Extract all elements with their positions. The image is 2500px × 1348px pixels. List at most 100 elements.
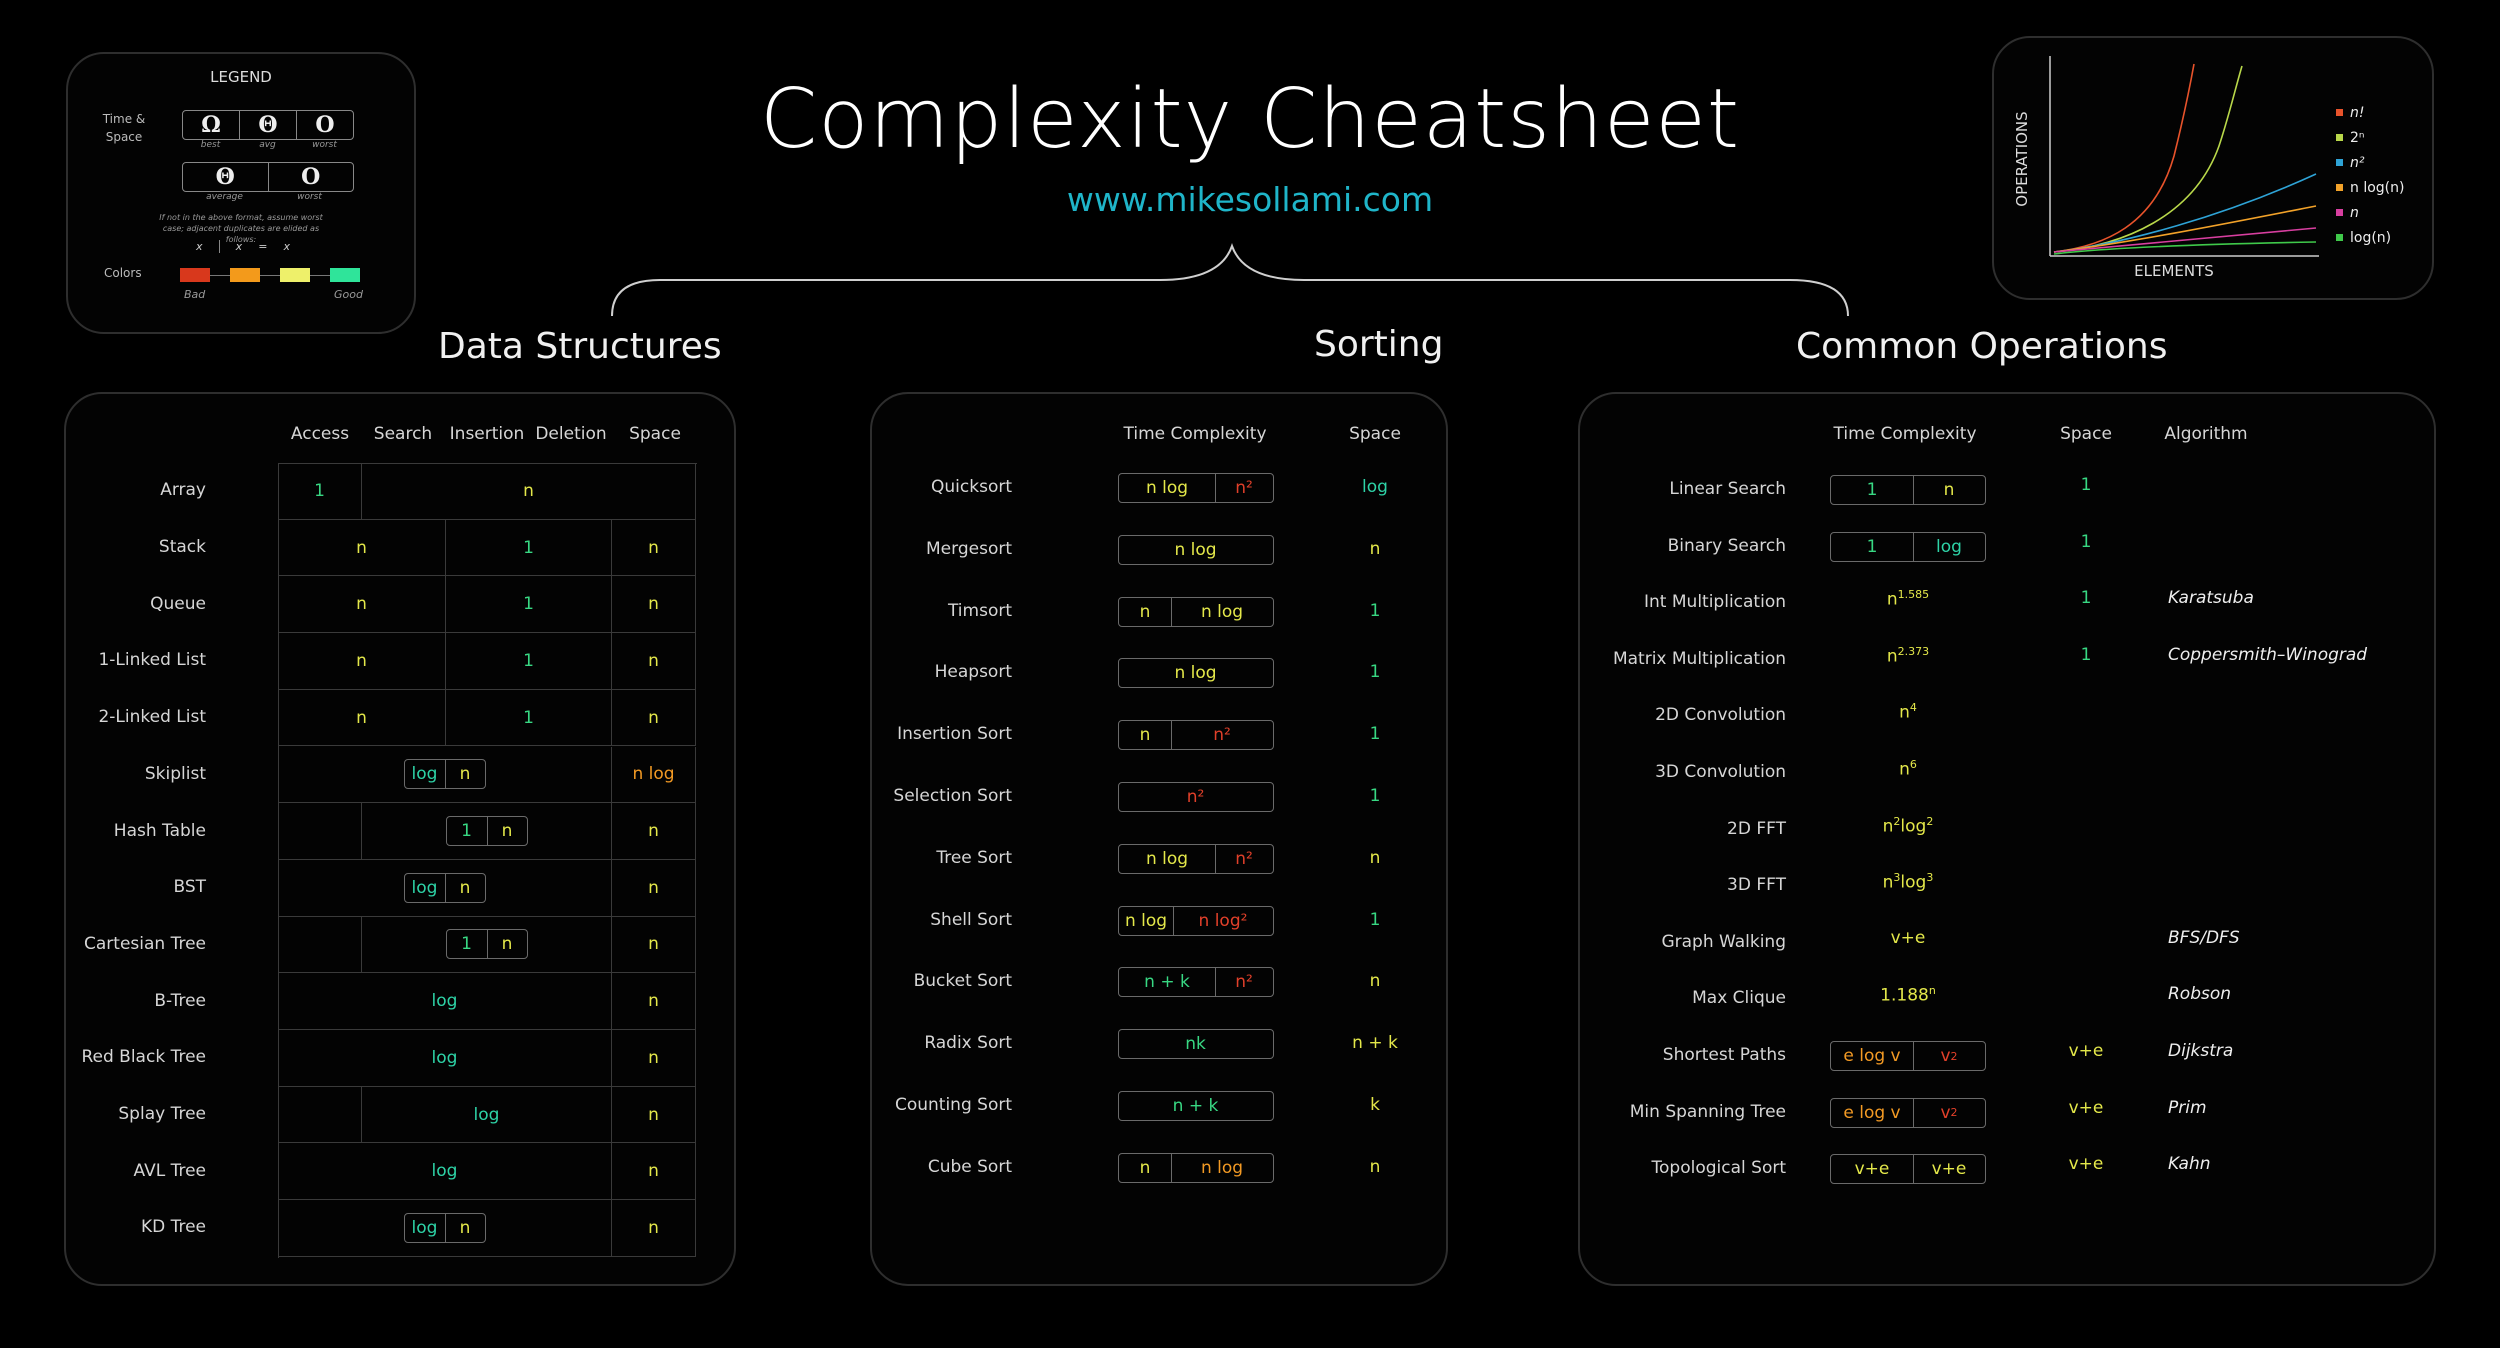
sort-space-value: 1	[1369, 909, 1381, 930]
ds-cell: n	[612, 859, 696, 917]
ds-cell	[278, 916, 362, 974]
ds-cell: 1	[446, 689, 612, 747]
ops-time-value: 1	[1866, 536, 1878, 557]
sort-time-value: n log	[1171, 1153, 1272, 1182]
chart-legend-item: n	[2336, 200, 2432, 225]
ops-algorithm-value: Prim	[2168, 1097, 2207, 1118]
ops-time-exp: 3	[1893, 871, 1901, 885]
ops-row-label: Topological Sort	[1651, 1158, 1786, 1179]
sort-row-label: Insertion Sort	[897, 724, 1012, 745]
sort-row-label: Counting Sort	[894, 1095, 1012, 1115]
ds-row-label: Red Black Tree	[81, 1047, 206, 1068]
ds-cell: n	[612, 633, 696, 690]
theta-symbol: Θ	[240, 111, 297, 139]
ds-value: log	[411, 1217, 438, 1238]
ds-cell: 1	[446, 576, 612, 634]
elide-example: x x = x	[188, 240, 298, 253]
ds-cell: n	[278, 576, 446, 634]
good-label: Good	[334, 288, 363, 301]
ds-grid	[278, 463, 697, 1258]
legend-title: LEGEND	[210, 68, 272, 86]
ds-row-label: Queue	[150, 593, 206, 614]
ds-header-deletion: Deletion	[535, 424, 607, 444]
ds-cell: n	[612, 1200, 696, 1257]
site-url-link[interactable]: www.mikesollami.com	[1066, 180, 1434, 219]
ds-value: n	[486, 817, 527, 846]
sort-row-label: Cube Sort	[927, 1156, 1012, 1177]
ops-time-base: n	[1899, 759, 1910, 780]
ops-row-label: 3D Convolution	[1655, 762, 1786, 782]
chart-legend-item: 2ⁿ	[2336, 125, 2432, 150]
sort-time-box: n + k	[1118, 1091, 1274, 1121]
ds-value: n	[444, 1213, 485, 1242]
sort-row-label: Mergesort	[926, 538, 1012, 559]
ds-cell: n	[278, 633, 446, 690]
ops-time-base: v	[1940, 1102, 1951, 1123]
curve-log	[2053, 241, 2317, 255]
sort-space-value: n	[1369, 971, 1381, 992]
chart-ylabel: OPERATIONS	[2013, 111, 2031, 207]
ds-cell: n log	[612, 746, 696, 804]
ops-time-exp: 3	[1926, 871, 1934, 885]
sort-time-value: n	[1139, 601, 1151, 622]
ds-cell: log	[362, 1086, 612, 1144]
ds-header-search: Search	[373, 424, 433, 444]
legend-swatch	[2336, 134, 2343, 141]
legend-swatch	[2336, 184, 2343, 191]
ds-row-label: Cartesian Tree	[84, 933, 206, 954]
ops-time-exp: 2	[1926, 814, 1934, 828]
ops-time-exp: 2	[1950, 1049, 1958, 1063]
swatch-good	[330, 268, 360, 282]
ops-time-exp: 2	[1950, 1106, 1958, 1120]
ops-space-value: 1	[2080, 644, 2092, 665]
ops-space-value: 1	[2080, 475, 2092, 495]
ops-time-base: log	[1900, 872, 1927, 893]
curve-factorial	[2053, 63, 2195, 253]
ds-row-label: 1-Linked List	[98, 650, 206, 671]
sort-time-value: n + k	[1172, 1096, 1219, 1116]
ds-cell: n	[612, 1143, 696, 1201]
sort-time-value: n log	[1174, 539, 1217, 560]
bad-label: Bad	[184, 288, 206, 301]
ops-time-exp: n	[1928, 984, 1936, 998]
ds-value: 1	[461, 821, 472, 842]
ds-row-label: Hash Table	[113, 820, 206, 841]
ops-algorithm-value: Kahn	[2168, 1154, 2211, 1175]
ds-header-access: Access	[290, 424, 350, 444]
sort-time-value: nk	[1185, 1034, 1206, 1055]
ops-row-label: Matrix Multiplication	[1612, 648, 1786, 669]
sort-time-value: n²	[1215, 844, 1272, 873]
ds-value-box: log n	[403, 759, 486, 790]
time-space-label: Time & Space	[102, 112, 146, 144]
legend-panel: LEGEND Time & Space Ω Θ O best avg worst…	[66, 52, 416, 334]
ops-time-box: 1 log	[1830, 531, 1986, 562]
section-title-sorting: Sorting	[1314, 324, 1444, 365]
legend-swatch	[2336, 159, 2343, 166]
legend-swatch	[2336, 234, 2343, 241]
ds-value: log	[473, 1104, 500, 1125]
chart-legend-item: n²	[2336, 150, 2432, 175]
sort-space-value: k	[1370, 1095, 1380, 1115]
ops-time-value: n4	[1830, 701, 1986, 723]
ops-time-exp: 1.585	[1897, 588, 1930, 602]
sort-space-value: n + k	[1352, 1033, 1398, 1054]
ops-space-value: 1	[2080, 588, 2092, 609]
ds-value: n	[444, 760, 485, 789]
ds-value: n	[648, 1217, 659, 1238]
sort-row-label: Timsort	[947, 600, 1012, 621]
section-title-common-operations: Common Operations	[1796, 326, 2168, 367]
ops-header-time: Time Complexity	[1833, 424, 1977, 444]
ds-value: log	[431, 991, 458, 1012]
ds-cell: log n	[278, 746, 612, 804]
sort-time-box: n log n²	[1118, 843, 1274, 874]
sort-space-value: n	[1369, 847, 1381, 868]
sort-time-value: n	[1139, 725, 1151, 746]
ops-time-value: e log v	[1843, 1046, 1901, 1066]
elide-x3: x	[283, 240, 290, 253]
ops-time-value: 1.188n	[1830, 984, 1986, 1006]
legend-row2-box: Θ O	[182, 162, 354, 192]
